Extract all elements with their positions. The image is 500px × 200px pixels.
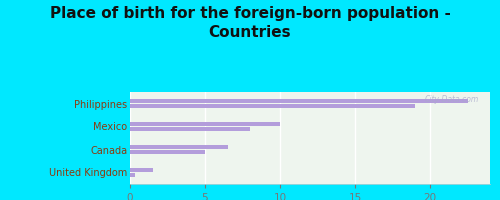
Text: City-Data.com: City-Data.com [425, 95, 479, 104]
Bar [130, 168, 152, 172]
Bar [130, 145, 228, 149]
Bar [130, 99, 468, 103]
Bar [130, 150, 205, 154]
Text: Place of birth for the foreign-born population -
Countries: Place of birth for the foreign-born popu… [50, 6, 450, 40]
Bar [130, 104, 415, 108]
Bar [130, 122, 280, 126]
Bar [130, 173, 134, 177]
Bar [130, 127, 250, 131]
